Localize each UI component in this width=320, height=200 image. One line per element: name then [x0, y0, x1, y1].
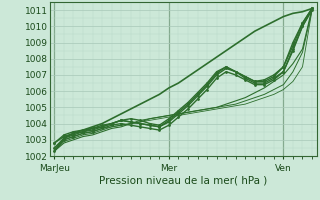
- X-axis label: Pression niveau de la mer( hPa ): Pression niveau de la mer( hPa ): [99, 175, 267, 185]
